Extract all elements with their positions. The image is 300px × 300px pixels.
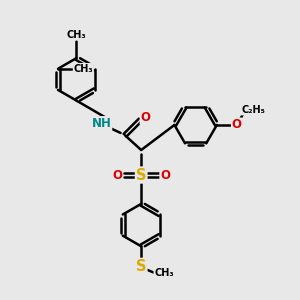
Text: CH₃: CH₃ (67, 30, 86, 40)
Text: NH: NH (92, 117, 111, 130)
Text: S: S (136, 167, 146, 182)
Text: O: O (112, 169, 122, 182)
Text: C₂H₅: C₂H₅ (242, 105, 265, 115)
Text: O: O (160, 169, 170, 182)
Text: O: O (232, 118, 242, 131)
Text: CH₃: CH₃ (74, 64, 93, 74)
Text: S: S (136, 259, 146, 274)
Text: CH₃: CH₃ (154, 268, 174, 278)
Text: O: O (141, 111, 151, 124)
